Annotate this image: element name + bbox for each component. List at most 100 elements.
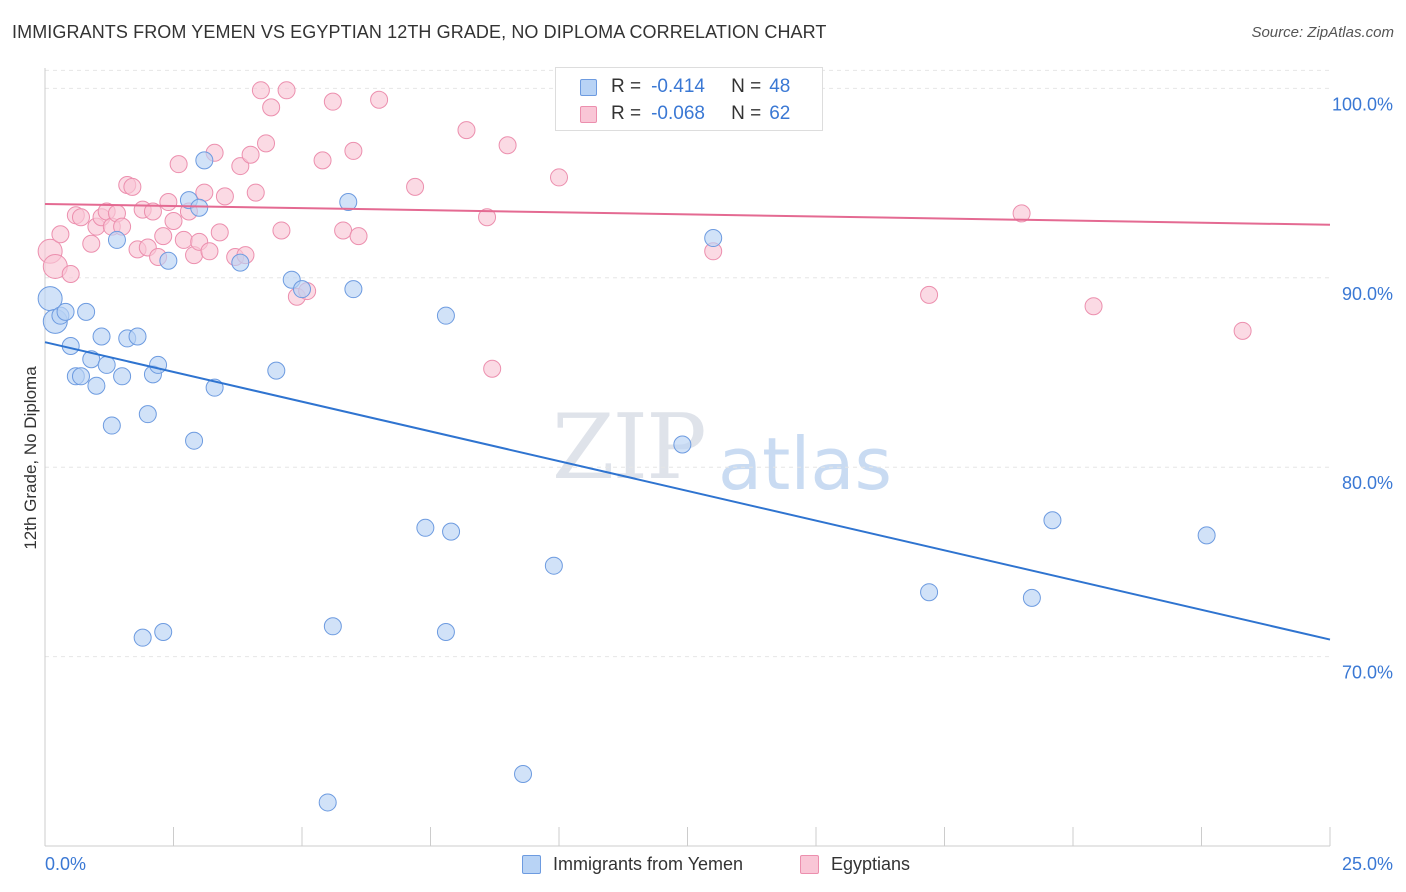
bottom-legend-egypt: Egyptians [800, 851, 910, 877]
egypt-point [349, 227, 368, 246]
egypt-point [550, 168, 568, 187]
yemen-point [442, 522, 461, 541]
egypt-point [169, 155, 188, 174]
egypt-point [174, 230, 193, 249]
egypt-point [231, 157, 250, 176]
yemen-point [159, 251, 178, 270]
egypt-point [277, 81, 296, 100]
yemen-point [113, 367, 132, 386]
yemen-point [92, 327, 111, 346]
yemen-point [195, 151, 214, 170]
yemen-point [436, 306, 455, 325]
yemen-point [154, 622, 173, 641]
egypt-point [143, 202, 162, 221]
bottom-legend-yemen: Immigrants from Yemen [522, 851, 743, 877]
egypt-point [1012, 204, 1031, 223]
axes [44, 68, 1331, 847]
yemen-point [544, 556, 563, 575]
egypt-point [51, 225, 70, 244]
yemen-point [149, 355, 168, 374]
yemen-point [673, 435, 692, 454]
egypt-point [920, 285, 939, 304]
egypt-point [154, 227, 173, 246]
egypt-point [323, 92, 342, 111]
egypt-point [200, 242, 219, 261]
yemen-n-label: N = [731, 76, 762, 97]
yemen-point [138, 405, 157, 424]
egypt-swatch [580, 105, 597, 123]
egypt-point [406, 177, 425, 196]
egypt-point [215, 187, 234, 206]
trend-lines [44, 202, 1331, 641]
legend-row-yemen: R = -0.414 N = 48 [580, 74, 790, 100]
bottom-egypt-swatch [800, 854, 819, 874]
yemen-point [97, 355, 116, 374]
bottom-yemen-swatch [522, 854, 541, 874]
yemen-point [87, 376, 106, 395]
yemen-point [344, 280, 363, 299]
bottom-yemen-label: Immigrants from Yemen [553, 853, 744, 874]
egypt-point [164, 211, 183, 230]
egypt-point [272, 221, 291, 240]
yemen-point [704, 229, 723, 248]
yemen-point [318, 793, 337, 812]
yemen-point [436, 622, 455, 641]
yemen-r-label: R = [611, 76, 642, 97]
yemen-point [128, 327, 147, 346]
egypt-point [210, 223, 229, 242]
egypt-point [1084, 297, 1103, 316]
egypt-point [246, 183, 265, 202]
yemen-point [190, 198, 209, 217]
yemen-r-value: -0.414 [651, 76, 705, 97]
egypt-point [159, 193, 178, 212]
yemen-trend-line [44, 341, 1331, 641]
yemen-point [920, 583, 939, 602]
egypt-point [195, 183, 214, 202]
x-tick-label-min: 0.0% [45, 854, 86, 874]
egypt-point [262, 98, 281, 117]
yemen-point [185, 431, 204, 450]
yemen-point [339, 193, 358, 212]
egypt-r-value: -0.068 [651, 103, 705, 124]
y-tick-label: 70.0% [1342, 663, 1393, 683]
yemen-point [323, 617, 342, 636]
yemen-point [231, 253, 250, 272]
egypt-point [82, 234, 101, 253]
y-tick-label: 100.0% [1332, 94, 1393, 114]
egypt-point [313, 151, 332, 170]
source-credit: Source: ZipAtlas.com [1251, 24, 1394, 41]
egypt-point [1233, 321, 1252, 340]
y-tick-label: 90.0% [1342, 284, 1393, 304]
chart-title: IMMIGRANTS FROM YEMEN VS EGYPTIAN 12TH G… [12, 22, 827, 42]
yemen-point [107, 230, 126, 249]
yemen-point [1197, 526, 1216, 545]
egypt-point [71, 208, 90, 227]
yemen-point [71, 367, 90, 386]
egypt-point [241, 145, 260, 164]
egypt-n-value: 62 [769, 103, 791, 124]
bottom-egypt-label: Egyptians [831, 853, 911, 874]
egypt-point [251, 81, 270, 100]
yemen-point [293, 280, 311, 299]
egypt-point [61, 265, 80, 284]
egypt-r-label: R = [611, 103, 642, 124]
egypt-point [257, 134, 276, 153]
egypt-point [334, 221, 353, 240]
yemen-point [1022, 588, 1041, 607]
tick-labels: 70.0% 80.0% 90.0% 100.0% 0.0% 25.0% [45, 94, 1393, 874]
yemen-point [56, 302, 75, 321]
x-tick-label-max: 25.0% [1342, 854, 1393, 874]
yemen-point [1043, 511, 1062, 530]
egypt-point [123, 177, 142, 196]
watermark-atlas: atlas [718, 422, 892, 506]
yemen-point [514, 765, 533, 784]
yemen-points [37, 151, 1216, 812]
correlation-legend: R = -0.414 N = 48 R = -0.068 N = 62 [555, 67, 823, 131]
egypt-point [483, 359, 502, 378]
egypt-point [370, 90, 389, 109]
yemen-n-value: 48 [769, 76, 791, 97]
yemen-point [416, 518, 435, 537]
egypt-point [344, 141, 363, 160]
egypt-trend-line [44, 202, 1331, 226]
